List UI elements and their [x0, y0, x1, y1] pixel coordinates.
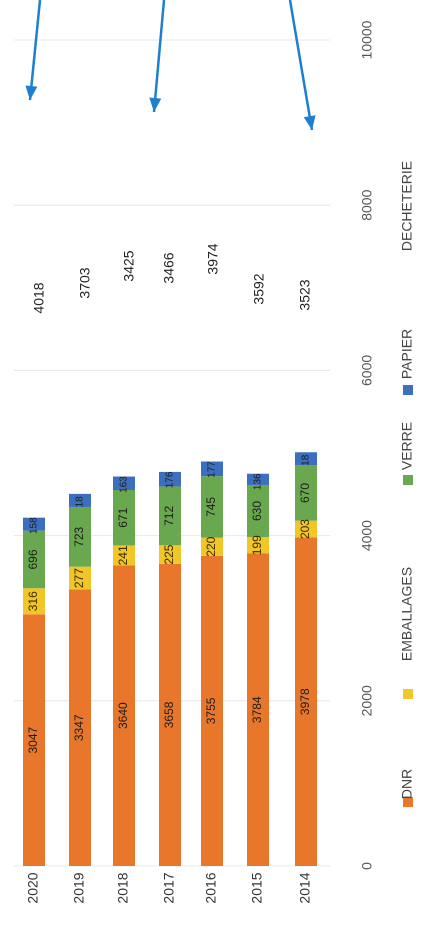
- data-label: 723: [72, 526, 86, 546]
- bar-segment: [113, 545, 135, 566]
- data-label: 630: [250, 501, 264, 521]
- data-label: 745: [204, 497, 218, 517]
- data-label: 3784: [250, 696, 264, 723]
- data-label: 3658: [162, 701, 176, 728]
- data-label: 671: [116, 507, 130, 527]
- legend-label: DNR: [399, 769, 415, 799]
- bar-segment: [159, 486, 181, 546]
- bar-segment: [295, 465, 317, 521]
- annotation-arrow: [152, 0, 166, 113]
- data-label: 220: [204, 536, 218, 556]
- bar-segment: [201, 476, 223, 538]
- legend-swatch: [403, 475, 413, 485]
- bar-segment: [23, 614, 45, 866]
- category-label: 2017: [161, 872, 177, 903]
- data-label: 225: [162, 544, 176, 564]
- legend-label: DECHETERIE: [399, 161, 415, 251]
- tick-label: 4000: [359, 520, 375, 551]
- tick-label: 0: [359, 862, 375, 870]
- data-label-decheterie: 3466: [161, 252, 177, 283]
- legend-label: VERRE: [399, 422, 415, 470]
- data-label: 3755: [204, 697, 218, 724]
- tick-label: 6000: [359, 355, 375, 386]
- data-label-decheterie: 3703: [77, 267, 93, 298]
- data-label: 3978: [298, 688, 312, 715]
- data-label: 3347: [72, 714, 86, 741]
- data-label-decheterie: 4018: [31, 282, 47, 313]
- axis-tick-labels: 0 2000 4000 6000 8000 10000: [359, 20, 375, 870]
- bar-labels: 3047 316 696 158 3347 277 723 18 3640 241 671 163 36…: [26, 243, 313, 753]
- bar-segment: [69, 566, 91, 590]
- category-label: 2014: [297, 872, 313, 903]
- bar-segment: [247, 473, 269, 485]
- arrow-head-icon: [25, 85, 38, 100]
- bar-segment: [113, 476, 135, 491]
- category-label: 2016: [203, 872, 219, 903]
- bar-segment: [295, 537, 317, 866]
- bar-segment: [159, 471, 181, 487]
- bar-segment: [113, 565, 135, 866]
- data-label: 241: [116, 545, 130, 565]
- legend: DNR EMBALLAGES VERRE PAPIER DECHETERIE: [399, 161, 415, 807]
- tick-label: 10000: [359, 20, 375, 59]
- data-label: 163: [119, 476, 130, 493]
- annotation-arrow: [28, 0, 42, 101]
- bars: [23, 452, 317, 866]
- bar-segment: [69, 506, 91, 567]
- bar-segment: [247, 484, 269, 538]
- bar-segment: [23, 588, 45, 615]
- bar-segment: [201, 461, 223, 477]
- data-label: 18: [301, 454, 312, 466]
- bar-segment: [247, 553, 269, 866]
- data-label: 177: [207, 461, 218, 478]
- data-label-decheterie: 3974: [205, 243, 221, 274]
- data-label: 316: [26, 591, 40, 611]
- arrow-head-icon: [149, 97, 162, 112]
- legend-label: PAPIER: [399, 329, 415, 379]
- bar-segment: [69, 493, 91, 507]
- data-label: 3640: [116, 702, 130, 729]
- data-label: 203: [298, 519, 312, 539]
- category-labels: 2020 2019 2018 2017 2016 2015 2014: [25, 872, 313, 903]
- arrow-head-icon: [303, 115, 316, 130]
- bar-segment: [201, 537, 223, 556]
- data-label: 158: [29, 517, 40, 534]
- data-label: 696: [26, 549, 40, 569]
- bar-segment: [247, 537, 269, 554]
- category-label: 2018: [115, 872, 131, 903]
- legend-label: EMBALLAGES: [399, 567, 415, 661]
- annotation-arrows: [25, 0, 316, 131]
- bar-segment: [201, 555, 223, 866]
- data-label-decheterie: 3592: [251, 273, 267, 304]
- category-label: 2020: [25, 872, 41, 903]
- legend-swatch: [403, 797, 413, 807]
- data-label: 18: [75, 496, 86, 508]
- tick-label: 2000: [359, 685, 375, 716]
- bar-segment: [159, 545, 181, 564]
- data-label: 136: [253, 473, 264, 490]
- data-label: 277: [72, 568, 86, 588]
- data-label-decheterie: 3523: [297, 279, 313, 310]
- legend-swatch: [403, 689, 413, 699]
- category-label: 2015: [249, 872, 265, 903]
- annotation-arrow: [288, 0, 314, 131]
- bar-segment: [23, 517, 45, 531]
- data-label: 3047: [26, 726, 40, 753]
- data-label: 670: [298, 483, 312, 503]
- bar-segment: [113, 490, 135, 546]
- data-label-decheterie: 3425: [121, 250, 137, 281]
- bar-segment: [69, 589, 91, 866]
- category-label: 2019: [71, 872, 87, 903]
- bar-segment: [295, 520, 317, 538]
- bar-segment: [23, 530, 45, 589]
- bar-segment: [295, 452, 317, 466]
- data-label: 199: [250, 535, 264, 555]
- tick-label: 8000: [359, 189, 375, 220]
- data-label: 712: [162, 506, 176, 526]
- legend-swatch: [403, 385, 413, 395]
- bar-segment: [159, 563, 181, 866]
- data-label: 176: [165, 471, 176, 488]
